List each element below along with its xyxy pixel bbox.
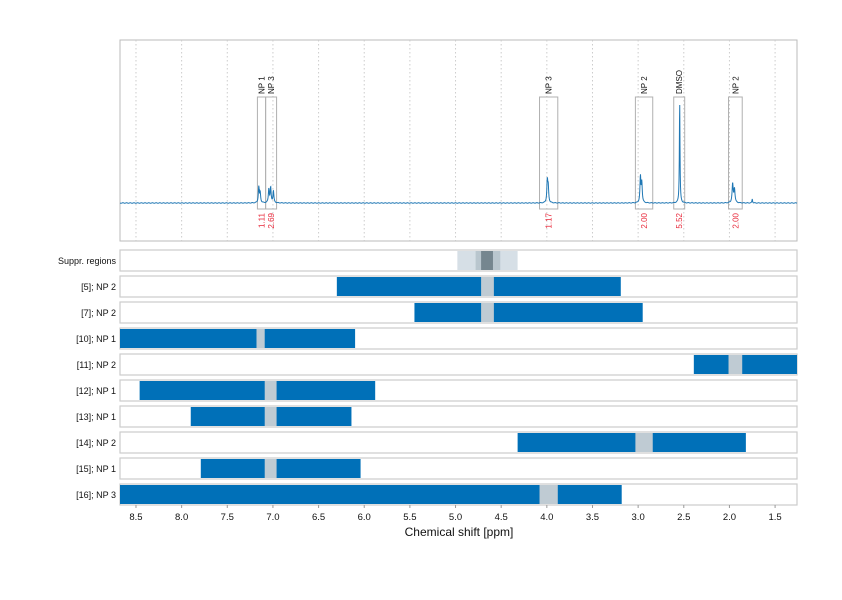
- region-gap: [539, 485, 558, 504]
- x-tick-label: 6.0: [358, 512, 371, 523]
- region-gap: [264, 459, 277, 478]
- x-tick-label: 3.0: [632, 512, 645, 523]
- x-tick-label: 8.5: [129, 512, 142, 523]
- peak-label: DMSO: [675, 70, 684, 94]
- peak-region-box: [728, 96, 743, 210]
- region-gap: [635, 433, 653, 452]
- x-tick-label: 2.5: [677, 512, 690, 523]
- x-axis-label: Chemical shift [ppm]: [405, 525, 514, 539]
- x-tick-label: 7.5: [221, 512, 234, 523]
- x-tick-label: 1.5: [768, 512, 781, 523]
- row-label: [11]; NP 2: [77, 360, 116, 370]
- x-tick-label: 4.0: [540, 512, 553, 523]
- peak-region-box: [634, 96, 654, 210]
- region-gap: [728, 355, 743, 374]
- spectrum-frame: [119, 39, 798, 242]
- region-bar: [120, 329, 356, 348]
- region-bar: [517, 433, 746, 452]
- row-label: [13]; NP 1: [76, 412, 116, 422]
- integral-value: 1.11: [258, 212, 267, 228]
- spectrum-line: [119, 104, 798, 204]
- x-tick-label: 7.0: [266, 512, 279, 523]
- integral-value: 1.17: [545, 212, 554, 228]
- peak-region-box: [673, 96, 686, 210]
- integral-value: 2.00: [731, 212, 740, 228]
- region-gap: [481, 303, 494, 322]
- region-rows: Suppr. regions [5]; NP 2 [7]; NP 2 [10]; NP…: [58, 249, 798, 506]
- suppression-region: [481, 251, 493, 270]
- region-bar: [139, 381, 376, 400]
- row-label: [15]; NP 1: [76, 464, 116, 474]
- peak-label: NP 3: [267, 76, 276, 94]
- x-tick-label: 8.0: [175, 512, 188, 523]
- peak-label: NP 2: [640, 76, 649, 94]
- row-label: Suppr. regions: [58, 256, 117, 266]
- x-axis: 8.5 8.0 7.5 7.0 6.5 6.0 5.5 5.0 4.5 4.0 3.5 3.0 2.5 2…: [129, 505, 782, 523]
- peak-region-box: [265, 96, 278, 210]
- region-gap: [256, 329, 265, 348]
- region-bar: [693, 355, 797, 374]
- x-tick-label: 3.5: [586, 512, 599, 523]
- peak-label: NP 3: [545, 76, 554, 94]
- x-tick-label: 5.5: [403, 512, 416, 523]
- row-label: [14]; NP 2: [76, 438, 116, 448]
- integral-value: 2.00: [640, 212, 649, 228]
- row-label: [5]; NP 2: [81, 282, 116, 292]
- peak-region-box: [539, 96, 559, 210]
- row-label: [10]; NP 1: [76, 334, 116, 344]
- x-tick-label: 6.5: [312, 512, 325, 523]
- x-tick-label: 5.0: [449, 512, 462, 523]
- region-bar: [414, 303, 643, 322]
- region-bar: [200, 459, 361, 478]
- region-gap: [481, 277, 494, 296]
- peak-label: NP 2: [731, 76, 740, 94]
- x-tick-label: 4.5: [495, 512, 508, 523]
- row-label: [16]; NP 3: [76, 490, 116, 500]
- region-bar: [336, 277, 621, 296]
- integral-value: 5.52: [675, 212, 684, 228]
- row-label: [7]; NP 2: [81, 308, 116, 318]
- peak-label: NP 1: [258, 76, 267, 94]
- x-tick-label: 2.0: [723, 512, 736, 523]
- region-bar: [120, 485, 622, 504]
- spectrum-panel: NP 1 1.11 NP 3 2.69 NP 3 1.17 NP 2 2.00 DMSO 5.52…: [119, 39, 798, 242]
- region-gap: [264, 407, 277, 426]
- integral-value: 2.69: [267, 212, 276, 228]
- region-gap: [264, 381, 277, 400]
- row-label: [12]; NP 1: [76, 386, 116, 396]
